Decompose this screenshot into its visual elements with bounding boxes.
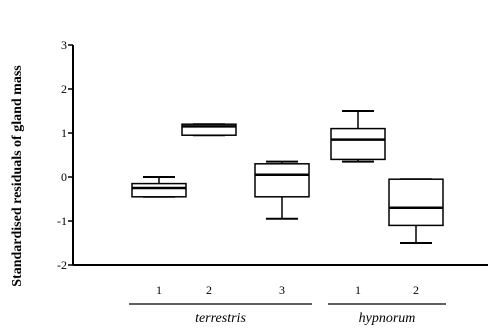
- iqr-box: [388, 178, 444, 227]
- x-tick-label: 3: [279, 283, 285, 297]
- group-label: terrestris: [195, 311, 246, 326]
- y-tick-label: -2: [57, 258, 67, 272]
- box-series: [131, 110, 444, 244]
- y-tick-label: 0: [61, 170, 67, 184]
- y-tick-label: -1: [57, 214, 67, 228]
- x-tick-label: 2: [206, 283, 212, 297]
- iqr-box: [254, 163, 310, 198]
- y-tick-label: 2: [61, 82, 67, 96]
- group-label: hypnorum: [359, 311, 416, 326]
- y-axis-label: Standardised residuals of gland mass: [10, 65, 25, 287]
- box-3: [254, 160, 310, 220]
- iqr-box: [330, 127, 386, 161]
- x-tick-label: 1: [156, 283, 162, 297]
- x-tick-label: 1: [355, 283, 361, 297]
- box-5: [388, 178, 444, 244]
- iqr-box: [131, 182, 187, 198]
- iqr-box: [181, 123, 237, 136]
- x-axis: 1 2 3 1 2 terrestris hypnorum: [73, 264, 488, 326]
- box-1: [131, 176, 187, 198]
- x-tick-label: 2: [413, 283, 419, 297]
- y-axis: -2 -1 0 1 2 3: [57, 38, 74, 272]
- y-tick-label: 3: [61, 38, 67, 52]
- y-tick-label: 1: [61, 126, 67, 140]
- box-4: [330, 110, 386, 163]
- box-2: [181, 123, 237, 137]
